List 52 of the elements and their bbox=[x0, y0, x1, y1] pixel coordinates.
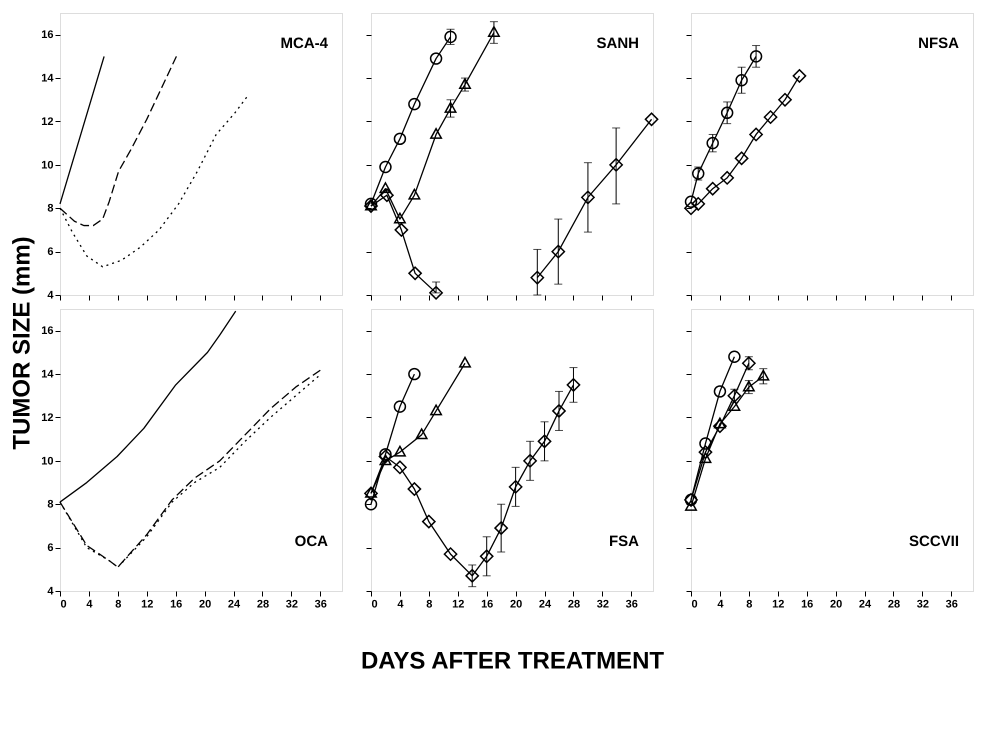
x-tick-label: 4 bbox=[717, 598, 724, 610]
x-tick-label: 8 bbox=[426, 598, 432, 610]
y-tick-label: 8 bbox=[47, 202, 54, 215]
y-tick-label: 10 bbox=[41, 455, 54, 468]
x-tick-label: 16 bbox=[801, 598, 814, 610]
text: FSA bbox=[609, 533, 640, 550]
text: NFSA bbox=[918, 35, 960, 52]
x-tick-label: 0 bbox=[372, 598, 378, 610]
x-tick-label: 28 bbox=[888, 598, 900, 610]
x-tick-label: 24 bbox=[858, 598, 872, 610]
text: SANH bbox=[596, 35, 639, 52]
y-tick-label: 4 bbox=[47, 586, 54, 598]
y-tick-label: 8 bbox=[47, 498, 54, 511]
x-tick-label: 20 bbox=[830, 598, 842, 610]
x-tick-label: 20 bbox=[198, 598, 212, 610]
x-tick-label: 20 bbox=[510, 598, 522, 610]
x-tick-label: 28 bbox=[256, 598, 270, 610]
x-tick-label: 32 bbox=[596, 598, 610, 610]
x-axis-title: DAYS AFTER TREATMENT bbox=[360, 648, 664, 674]
x-tick-label: 24 bbox=[538, 598, 552, 610]
x-tick-label: 16 bbox=[170, 598, 182, 610]
y-tick-label: 10 bbox=[41, 159, 54, 172]
y-tick-label: 14 bbox=[41, 368, 54, 381]
x-tick-label: 8 bbox=[746, 598, 752, 610]
text: MCA-4 bbox=[280, 35, 329, 52]
x-tick-label: 12 bbox=[772, 598, 784, 610]
y-tick-label: 16 bbox=[41, 325, 54, 338]
x-tick-label: 12 bbox=[141, 598, 154, 610]
x-tick-label: 8 bbox=[115, 598, 122, 610]
y-tick-label: 16 bbox=[41, 29, 54, 42]
x-tick-label: 4 bbox=[86, 598, 94, 610]
x-tick-label: 32 bbox=[916, 598, 930, 610]
x-tick-label: 0 bbox=[60, 598, 67, 610]
x-tick-label: 16 bbox=[481, 598, 494, 610]
x-tick-label: 0 bbox=[692, 598, 698, 610]
y-tick-label: 6 bbox=[47, 246, 54, 258]
text: OCA bbox=[294, 533, 328, 550]
x-tick-label: 32 bbox=[286, 598, 298, 610]
x-tick-label: 36 bbox=[626, 598, 638, 610]
x-tick-label: 12 bbox=[452, 598, 464, 610]
y-tick-label: 6 bbox=[47, 542, 54, 554]
x-tick-label: 24 bbox=[228, 598, 242, 610]
text: SCCVII bbox=[908, 533, 959, 550]
y-tick-label: 12 bbox=[41, 116, 54, 128]
x-tick-label: 36 bbox=[946, 598, 958, 610]
y-tick-label: 4 bbox=[47, 290, 54, 302]
y-tick-label: 12 bbox=[41, 412, 54, 424]
y-axis-title: TUMOR SIZE (mm) bbox=[8, 236, 36, 450]
y-tick-label: 14 bbox=[41, 72, 54, 85]
x-tick-label: 4 bbox=[397, 598, 404, 610]
x-tick-label: 36 bbox=[314, 598, 327, 610]
x-tick-label: 28 bbox=[568, 598, 580, 610]
